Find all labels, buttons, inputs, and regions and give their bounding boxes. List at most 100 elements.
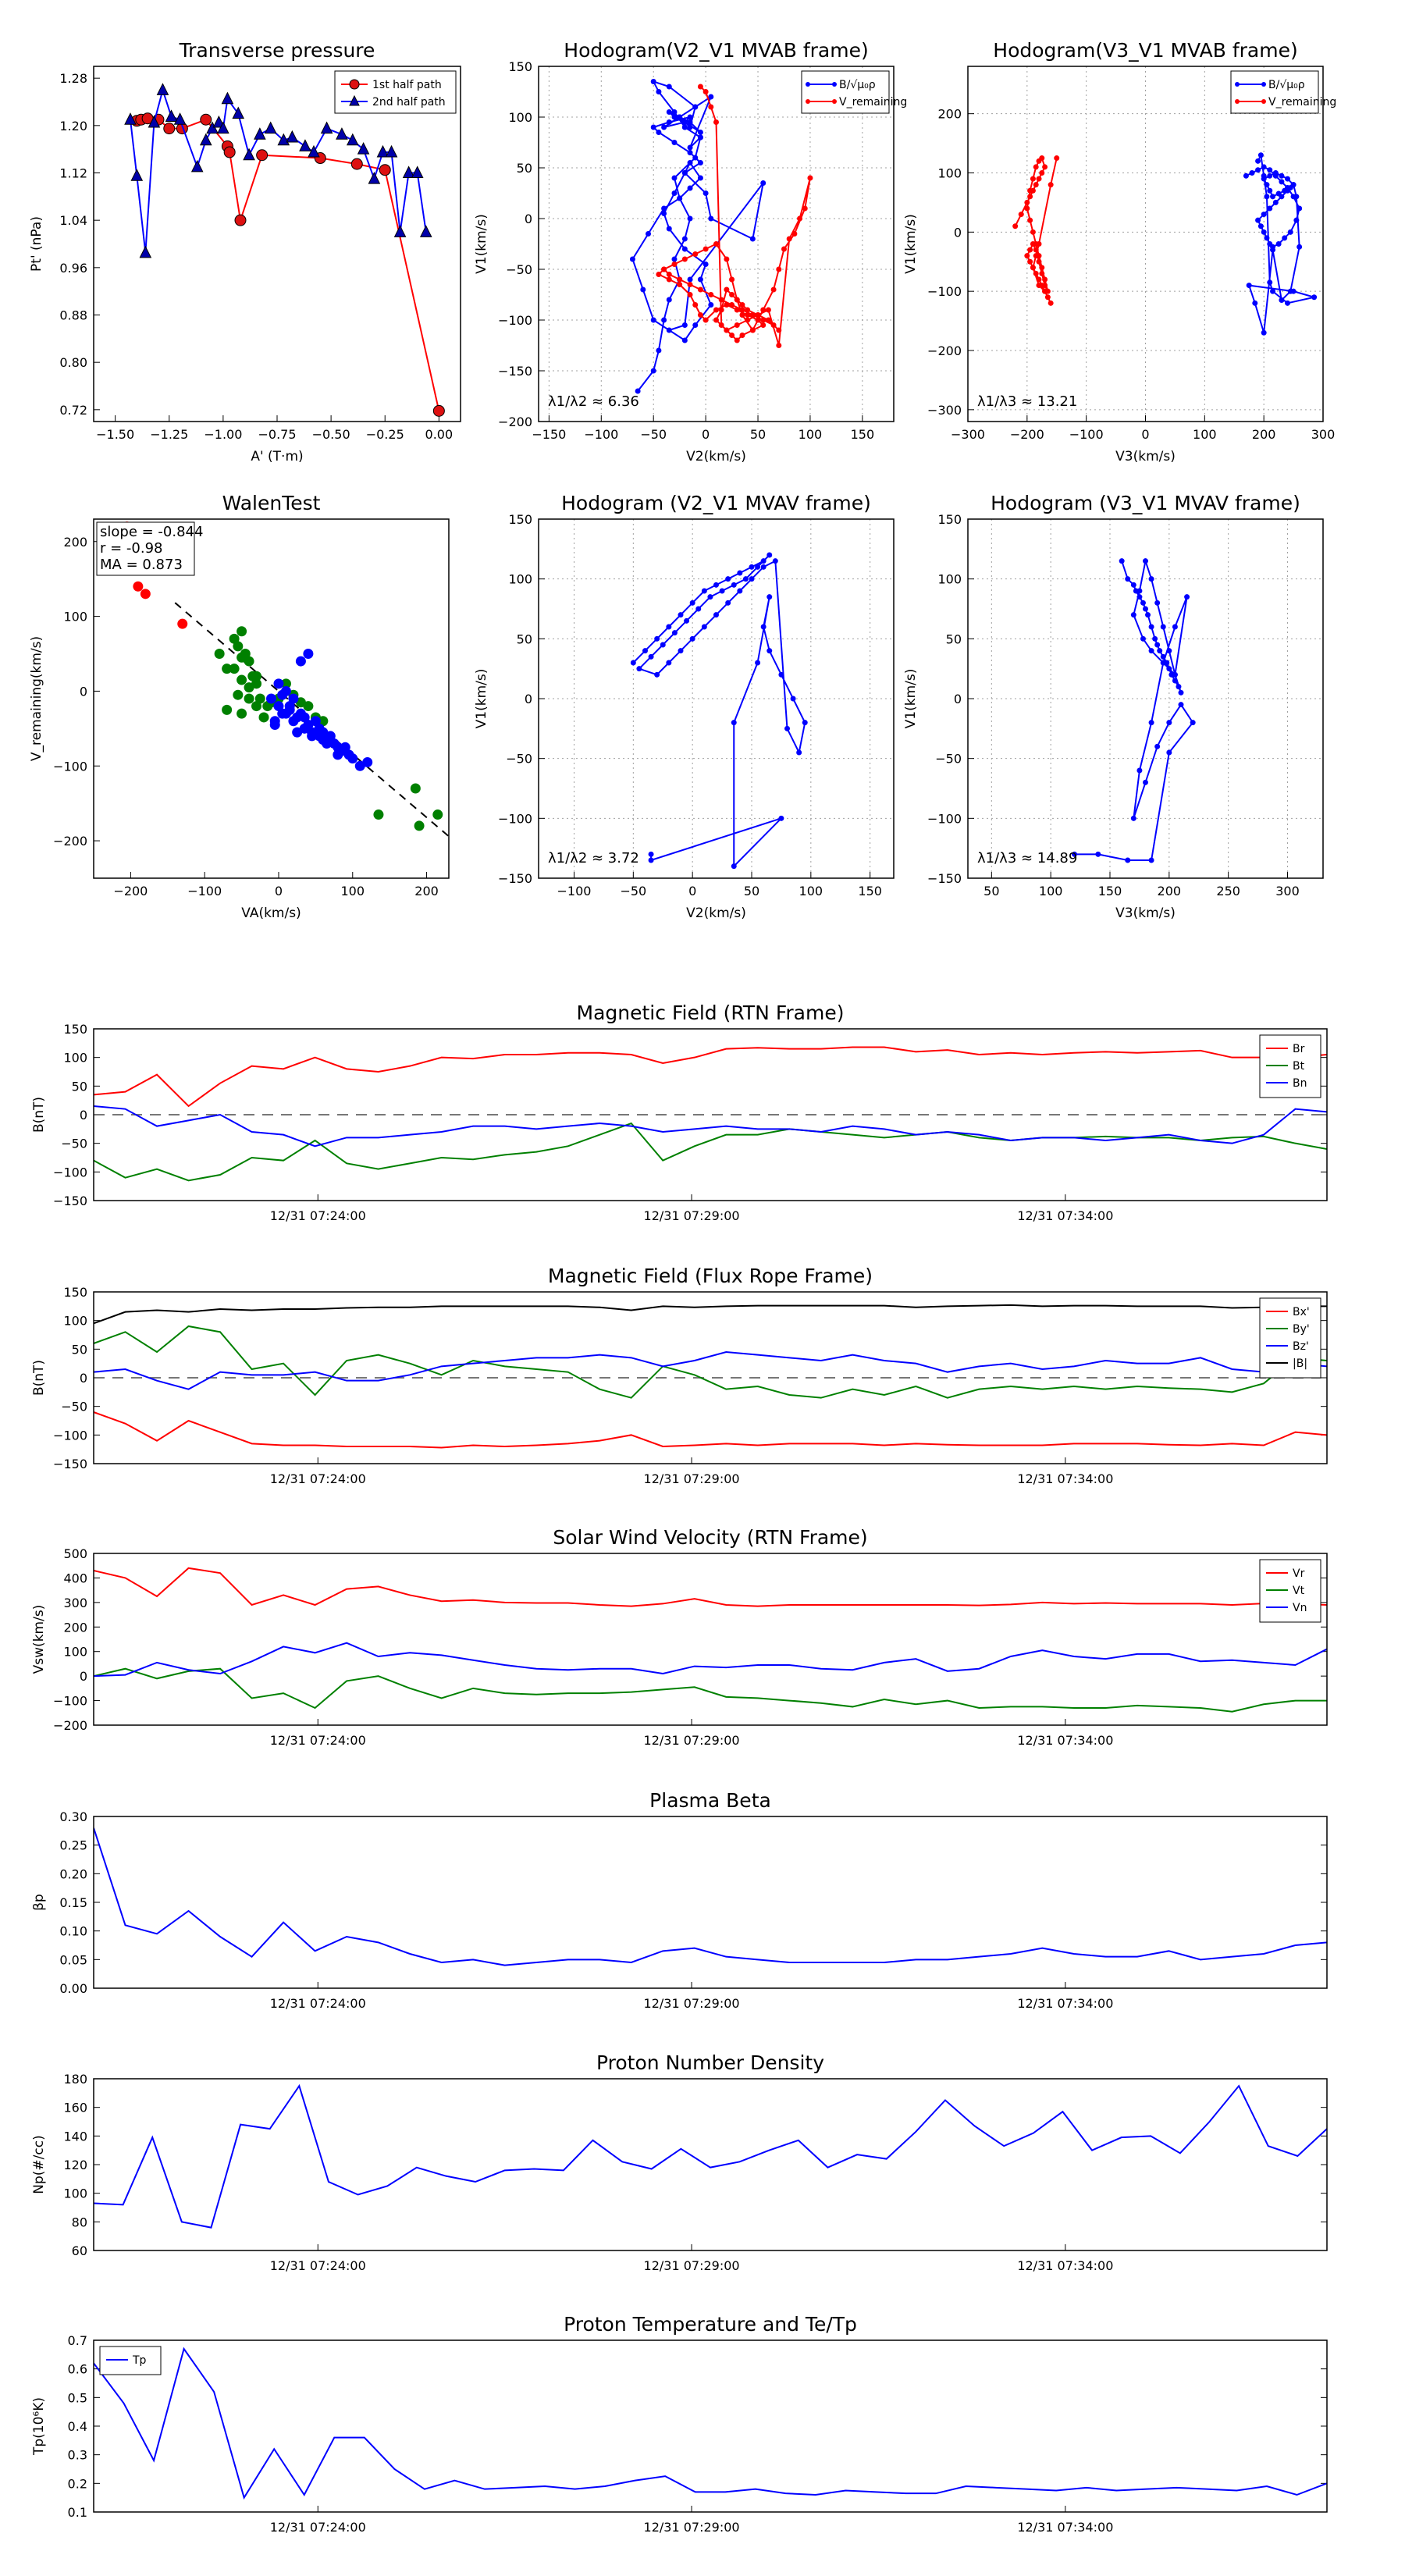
data-point	[1012, 223, 1019, 229]
data-point	[214, 649, 225, 659]
y-tick-label: 80	[72, 2215, 87, 2229]
data-point	[807, 175, 813, 181]
x-tick-label: 200	[1158, 884, 1182, 898]
data-point	[729, 302, 735, 308]
data-point	[729, 276, 735, 283]
data-point	[376, 144, 389, 158]
data-point	[303, 701, 314, 712]
data-point	[650, 368, 656, 374]
data-point	[308, 144, 320, 158]
y-axis-label: V1(km/s)	[474, 669, 489, 729]
data-point	[666, 119, 672, 125]
data-point	[273, 701, 284, 712]
chart-walen: WalenTest −200 −100 0 100 200 −200 −100 0 100 200 V…	[29, 492, 450, 921]
data-point	[1270, 247, 1276, 253]
data-point	[1136, 594, 1143, 600]
x-tick-label: 12/31 07:29:00	[644, 1996, 740, 2011]
data-point	[786, 236, 792, 242]
y-axis-label: B(nT)	[31, 1097, 47, 1133]
data-point	[666, 327, 672, 333]
data-point	[648, 851, 654, 857]
data-point	[1255, 158, 1261, 164]
data-point	[731, 582, 737, 588]
data-point	[697, 276, 703, 283]
data-point	[1270, 194, 1276, 200]
data-point	[1285, 300, 1290, 306]
data-point	[1033, 270, 1039, 276]
y-axis-label: V1(km/s)	[903, 669, 919, 729]
x-tick-label: 12/31 07:34:00	[1017, 1471, 1113, 1486]
data-point	[318, 716, 329, 727]
legend-label: Vr	[1293, 1567, 1305, 1580]
data-point	[1166, 720, 1172, 726]
y-tick-label: 200	[63, 535, 87, 550]
data-point	[681, 256, 688, 262]
y-tick-label: 0.80	[59, 355, 87, 370]
series-line-red	[137, 117, 440, 411]
y-tick-label: 0	[80, 684, 87, 699]
y-tick-label: 0	[954, 692, 962, 706]
legend-label: Bn	[1293, 1077, 1307, 1090]
data-point	[713, 241, 719, 247]
data-point	[687, 150, 693, 155]
data-point	[1154, 743, 1161, 749]
data-point	[237, 652, 247, 663]
data-point	[755, 660, 761, 666]
data-point	[687, 292, 693, 297]
data-point	[739, 333, 745, 338]
data-point	[130, 169, 144, 181]
y-tick-label: 50	[72, 1342, 87, 1357]
data-point	[692, 322, 699, 328]
y-tick-label: 100	[937, 166, 962, 181]
x-tick-label: −50	[620, 884, 646, 898]
data-point	[729, 292, 735, 297]
data-point	[1293, 194, 1300, 200]
data-point	[697, 160, 703, 165]
y-tick-label: 100	[63, 2186, 87, 2201]
annotation-line: MA = 0.873	[100, 557, 183, 573]
x-tick-label: 0	[275, 884, 283, 898]
data-point	[233, 641, 244, 652]
x-tick-label: −100	[557, 884, 592, 898]
data-point	[1279, 173, 1285, 179]
data-point	[1152, 635, 1158, 642]
data-point	[687, 215, 693, 222]
y-tick-label: −100	[53, 1428, 87, 1443]
data-point	[713, 612, 719, 618]
data-point	[1095, 851, 1101, 857]
series-line-Bx'	[94, 1411, 1327, 1449]
x-tick-label: 12/31 07:24:00	[270, 1733, 366, 1748]
plot-area	[94, 2083, 1327, 2229]
y-tick-label: 0	[525, 692, 532, 706]
data-point	[346, 133, 359, 146]
data-point	[1184, 594, 1190, 600]
data-point	[656, 347, 662, 354]
data-point	[1044, 294, 1051, 301]
legend-marker	[1235, 99, 1240, 104]
plot-area	[94, 1304, 1327, 1449]
x-axis-label: V2(km/s)	[686, 906, 746, 921]
data-point	[173, 112, 187, 125]
data-point	[745, 317, 751, 323]
y-tick-label: 1.12	[59, 166, 87, 181]
y-tick-label: 100	[508, 572, 532, 587]
plot-area	[94, 1567, 1327, 1713]
data-point	[1264, 194, 1270, 200]
data-point	[734, 322, 740, 328]
data-point	[1154, 600, 1161, 606]
y-axis-label: Np(#/cc)	[31, 2135, 47, 2194]
data-point	[419, 225, 432, 237]
legend-label: Br	[1293, 1043, 1305, 1055]
data-point	[133, 581, 144, 592]
data-point	[299, 712, 310, 723]
data-point	[666, 226, 672, 232]
y-tick-label: 50	[517, 161, 532, 176]
y-tick-label: −50	[506, 262, 532, 277]
chart-h4: Hodogram (V3_V1 MVAV frame) 50 100 150 200 25…	[903, 492, 1324, 921]
data-point	[755, 564, 761, 570]
data-point	[687, 144, 693, 151]
data-point	[280, 685, 291, 696]
series-line-Bn	[94, 1105, 1327, 1147]
x-tick-label: −150	[532, 427, 566, 442]
